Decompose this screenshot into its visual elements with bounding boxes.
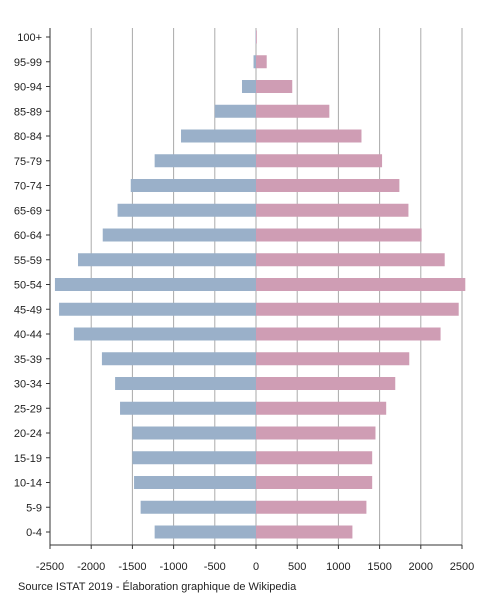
bar-left <box>117 203 257 217</box>
bar-right <box>256 451 373 465</box>
bar-right <box>256 104 330 118</box>
x-tick-label: -2000 <box>77 561 105 573</box>
bars <box>54 30 466 539</box>
bar-left <box>78 253 257 267</box>
axes <box>46 28 463 549</box>
bar-left <box>115 377 256 390</box>
bar-right <box>256 500 367 514</box>
x-axis-labels: -2500 -2000 -1500 -1000 -500 0 500 1000 1500 2000… <box>36 561 474 573</box>
bar-right <box>256 55 267 69</box>
y-tick-label: 30-34 <box>14 379 42 391</box>
bar-left <box>73 327 257 341</box>
y-tick-label: 80-84 <box>14 131 42 143</box>
bar-left <box>253 55 256 69</box>
y-tick-label: 55-59 <box>14 255 42 267</box>
bar-right <box>256 228 422 242</box>
bar-left <box>140 500 256 514</box>
bar-right <box>256 179 400 192</box>
bar-right <box>256 401 387 415</box>
bar-left <box>101 352 256 366</box>
bar-right <box>256 352 410 366</box>
bar-right <box>256 253 445 267</box>
bar-right <box>256 129 362 143</box>
x-tick-label: -500 <box>204 561 226 573</box>
y-tick-label: 5-9 <box>26 502 42 514</box>
x-tick-label: -2500 <box>36 561 64 573</box>
bar-right <box>256 426 376 440</box>
bar-left <box>120 401 256 415</box>
bar-left <box>130 179 256 192</box>
y-tick-label: 90-94 <box>14 82 42 94</box>
bar-right <box>256 80 293 93</box>
bar-left <box>132 426 256 440</box>
x-tick-label: 1000 <box>326 561 350 573</box>
y-tick-label: 50-54 <box>14 280 42 292</box>
y-tick-label: 20-24 <box>14 428 42 440</box>
bar-left <box>134 476 256 489</box>
bar-left <box>54 278 256 291</box>
y-tick-label: 65-69 <box>14 205 42 217</box>
x-tick-label: -1000 <box>160 561 188 573</box>
y-tick-label: 40-44 <box>14 329 42 341</box>
bar-left <box>255 30 257 44</box>
bar-right <box>256 327 441 341</box>
bar-right <box>256 154 383 168</box>
bar-left <box>181 129 256 143</box>
bar-right <box>256 302 459 316</box>
bar-right <box>256 203 409 217</box>
y-tick-label: 0-4 <box>26 527 42 539</box>
bar-left <box>154 525 256 539</box>
bar-right <box>256 30 257 44</box>
y-tick-label: 70-74 <box>14 181 42 193</box>
bar-left <box>132 451 256 465</box>
x-tick-label: 2000 <box>409 561 433 573</box>
x-tick-label: 1500 <box>367 561 391 573</box>
y-tick-label: 60-64 <box>14 230 42 242</box>
source-note: Source ISTAT 2019 - Élaboration graphiqu… <box>18 581 297 593</box>
x-tick-label: 0 <box>253 561 259 573</box>
y-tick-label: 15-19 <box>14 453 42 465</box>
bar-left <box>241 80 256 93</box>
x-tick-label: -1500 <box>118 561 146 573</box>
y-tick-label: 75-79 <box>14 156 42 168</box>
y-tick-label: 100+ <box>17 32 42 44</box>
x-tick-label: 500 <box>288 561 306 573</box>
y-tick-label: 85-89 <box>14 106 42 118</box>
bar-right <box>256 525 353 539</box>
bar-left <box>214 104 256 118</box>
y-tick-label: 95-99 <box>14 57 42 69</box>
y-axis-labels: 100+ 95-99 90-94 85-89 80-84 75-79 70-74 65-69 6… <box>14 32 42 539</box>
bar-left <box>154 154 256 168</box>
bar-right <box>256 377 396 390</box>
y-tick-label: 10-14 <box>14 478 42 490</box>
bar-left <box>59 302 257 316</box>
bar-right <box>256 476 373 489</box>
bar-right <box>256 278 466 291</box>
y-tick-label: 45-49 <box>14 304 42 316</box>
x-tick-label: 2500 <box>450 561 474 573</box>
y-tick-label: 35-39 <box>14 354 42 366</box>
bar-left <box>102 228 257 242</box>
y-tick-label: 25-29 <box>14 403 42 415</box>
